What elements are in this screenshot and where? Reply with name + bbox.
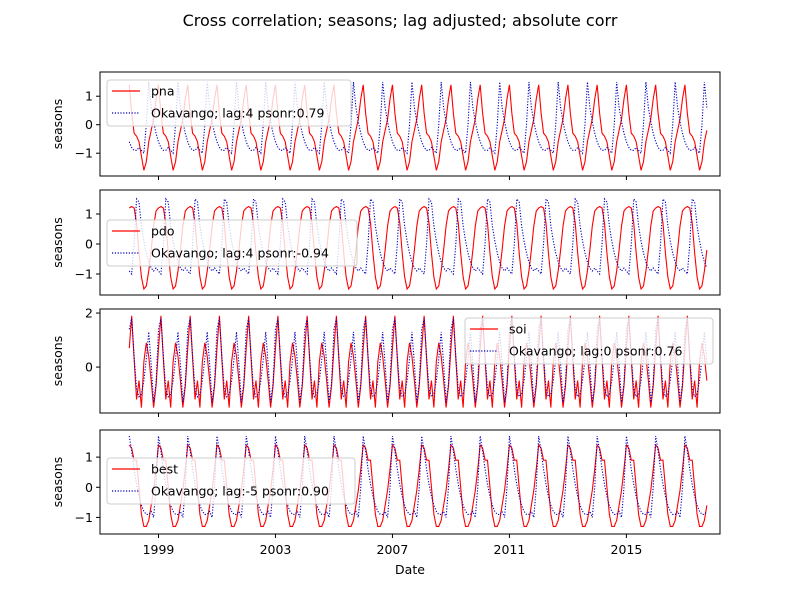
y-tick-label-1-3: 1 xyxy=(85,89,93,104)
subplot-4: −1 0 1 seasons best Okavango; lag:-5 psonr:0.… xyxy=(50,429,721,538)
y-axis-label-1: seasons xyxy=(50,99,65,149)
x-tick-label-4: 2011 xyxy=(494,542,526,557)
subplot-1: −1 0 1 seasons pna Okavango; lag:4 psonr:0.79 xyxy=(50,71,721,180)
legend-2: pdo Okavango; lag:4 psonr:-0.94 xyxy=(106,219,358,267)
legend-label-1-1: pna xyxy=(151,84,175,99)
chart-title: Cross correlation; seasons; lag adjusted… xyxy=(183,11,618,30)
y-axis-label-4: seasons xyxy=(50,457,65,507)
x-tick-label-2: 2003 xyxy=(260,542,292,557)
series-line-1-2 xyxy=(128,81,708,155)
x-axis-ticks: 1999 2003 2007 2011 2015 xyxy=(143,542,643,557)
legend-label-2-2: Okavango; lag:4 psonr:-0.94 xyxy=(151,246,329,261)
axes-frame-3 xyxy=(99,308,721,414)
legend-label-3-2: Okavango; lag:0 psonr:0.76 xyxy=(509,344,682,359)
legend-label-4-1: best xyxy=(151,462,178,477)
legend-3: soi Okavango; lag:0 psonr:0.76 xyxy=(464,317,714,365)
legend-label-1-2: Okavango; lag:4 psonr:0.79 xyxy=(151,106,324,121)
legend-4: best Okavango; lag:-5 psonr:0.90 xyxy=(106,457,356,505)
legend-label-2-1: pdo xyxy=(151,224,175,239)
x-tick-label-1: 1999 xyxy=(143,542,175,557)
y-tick-label-2-2: 0 xyxy=(85,237,93,252)
y-tick-label-4-1: −1 xyxy=(75,510,93,525)
legend-label-3-1: soi xyxy=(509,322,527,337)
y-tick-label-2-3: 1 xyxy=(85,207,93,222)
y-tick-label-1-2: 0 xyxy=(85,117,93,132)
y-axis-label-2: seasons xyxy=(50,217,65,267)
y-tick-label-4-3: 1 xyxy=(85,450,93,465)
y-tick-label-1-1: −1 xyxy=(75,146,93,161)
axes-frame-4 xyxy=(99,429,721,535)
subplots: −1 0 1 seasons pna Okavango; lag:4 psonr:0.79… xyxy=(50,71,721,538)
legend-1: pna Okavango; lag:4 psonr:0.79 xyxy=(106,79,352,127)
legend-label-4-2: Okavango; lag:-5 psonr:0.90 xyxy=(151,484,329,499)
series-line-2-2 xyxy=(128,197,708,276)
x-tick-label-3: 2007 xyxy=(377,542,409,557)
subplot-2: −1 0 1 seasons pdo Okavango; lag:4 psonr:-0.9… xyxy=(50,189,721,299)
subplot-3: 0 2 seasons soi Okavango; lag:0 psonr:0.76 xyxy=(50,306,721,417)
axes-frame-2 xyxy=(99,189,721,296)
x-axis-label: Date xyxy=(395,562,425,577)
y-tick-label-2-1: −1 xyxy=(75,267,93,282)
y-tick-label-3-2: 2 xyxy=(85,306,93,321)
y-tick-label-4-2: 0 xyxy=(85,480,93,495)
y-tick-label-3-1: 0 xyxy=(85,360,93,375)
series-line-1-1 xyxy=(128,84,708,171)
axes-frame-1 xyxy=(99,71,721,177)
x-tick-label-5: 2015 xyxy=(611,542,643,557)
y-axis-label-3: seasons xyxy=(50,336,65,386)
